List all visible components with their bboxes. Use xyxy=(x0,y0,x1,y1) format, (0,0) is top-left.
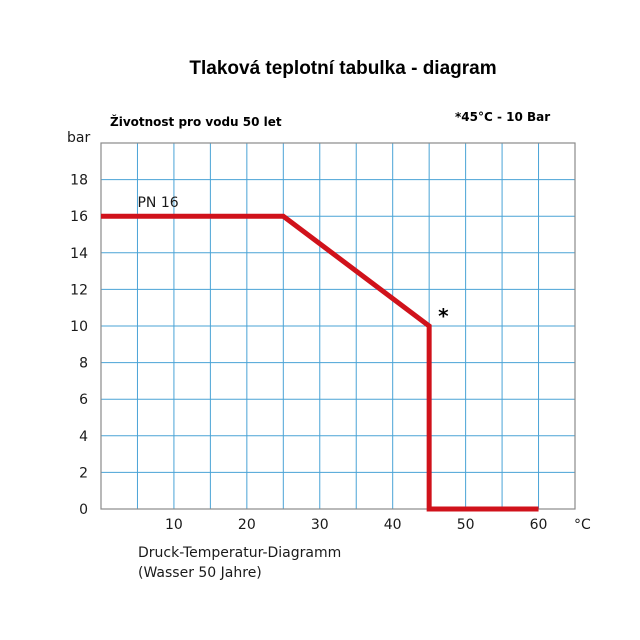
y-tick-label: 4 xyxy=(79,429,88,445)
y-tick-label: 14 xyxy=(70,246,88,262)
plot-frame xyxy=(100,142,576,510)
y-tick-label: 6 xyxy=(79,392,88,408)
x-tick-label: 60 xyxy=(530,517,548,533)
x-tick-labels: 10 20 30 40 50 60 xyxy=(165,517,547,533)
y-tick-label: 12 xyxy=(70,282,88,298)
x-tick-label: 50 xyxy=(457,517,475,533)
series-label: PN 16 xyxy=(137,195,178,211)
y-tick-label: 16 xyxy=(70,209,88,225)
caption-line-2: (Wasser 50 Jahre) xyxy=(138,565,262,581)
x-tick-label: 40 xyxy=(384,517,402,533)
y-tick-labels: 0 2 4 6 8 10 12 14 16 18 xyxy=(70,173,88,518)
rating-note: *45°C - 10 Bar xyxy=(455,110,550,124)
y-tick-label: 0 xyxy=(79,502,88,518)
caption-line-1: Druck-Temperatur-Diagramm xyxy=(138,545,341,561)
y-tick-label: 2 xyxy=(79,465,88,481)
y-tick-label: 8 xyxy=(79,356,88,372)
y-tick-label: 10 xyxy=(70,319,88,335)
y-axis-unit: bar xyxy=(67,130,90,146)
series-line xyxy=(101,213,539,512)
lifetime-note: Životnost pro vodu 50 let xyxy=(110,114,282,129)
series xyxy=(101,213,539,512)
x-tick-label: 20 xyxy=(238,517,256,533)
rating-marker: * xyxy=(438,304,449,328)
y-tick-label: 18 xyxy=(70,173,88,189)
x-axis-unit: °C xyxy=(574,517,591,533)
x-tick-label: 10 xyxy=(165,517,183,533)
chart-title: Tlaková teplotní tabulka - diagram xyxy=(189,58,496,79)
annotations: PN 16 * xyxy=(137,195,449,328)
x-tick-label: 30 xyxy=(311,517,329,533)
grid xyxy=(101,143,575,509)
